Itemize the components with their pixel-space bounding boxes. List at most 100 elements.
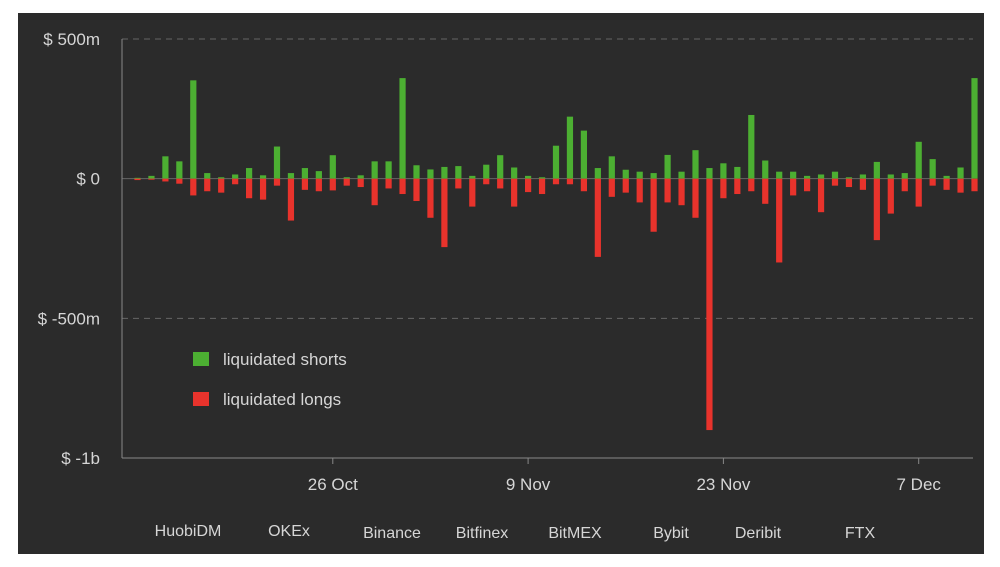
long-bar-8[interactable] — [246, 178, 253, 199]
long-bar-28[interactable] — [525, 178, 532, 193]
short-bar-27[interactable] — [511, 167, 518, 179]
short-bar-14[interactable] — [329, 155, 336, 179]
exchange-label-bitmex[interactable]: BitMEX — [548, 525, 602, 542]
short-bar-9[interactable] — [259, 175, 267, 179]
long-bar-34[interactable] — [608, 178, 615, 197]
long-bar-21[interactable] — [427, 178, 434, 218]
short-bar-12[interactable] — [301, 168, 308, 179]
long-bar-55[interactable] — [901, 178, 908, 192]
exchange-label-bitfinex[interactable]: Bitfinex — [456, 525, 508, 542]
long-bar-51[interactable] — [845, 178, 853, 188]
long-bar-0[interactable] — [134, 178, 141, 181]
long-bar-46[interactable] — [776, 178, 783, 263]
short-bar-26[interactable] — [497, 155, 504, 179]
short-bar-56[interactable] — [915, 141, 922, 179]
long-bar-32[interactable] — [580, 178, 587, 192]
long-bar-29[interactable] — [538, 178, 546, 195]
long-bar-33[interactable] — [594, 178, 601, 257]
short-bar-25[interactable] — [483, 164, 490, 179]
long-bar-49[interactable] — [817, 178, 825, 213]
short-bar-59[interactable] — [957, 167, 964, 179]
short-bar-46[interactable] — [776, 171, 783, 179]
long-bar-39[interactable] — [678, 178, 685, 206]
short-bar-58[interactable] — [943, 175, 950, 179]
long-bar-60[interactable] — [971, 178, 978, 192]
exchange-label-deribit[interactable]: Deribit — [735, 525, 782, 542]
long-bar-59[interactable] — [957, 178, 964, 193]
long-bar-48[interactable] — [804, 178, 811, 192]
legend-swatch-longs[interactable] — [193, 392, 209, 406]
long-bar-7[interactable] — [232, 178, 239, 185]
short-bar-5[interactable] — [204, 173, 211, 179]
short-bar-40[interactable] — [692, 150, 699, 179]
short-bar-11[interactable] — [287, 173, 295, 179]
long-bar-6[interactable] — [218, 178, 225, 193]
long-bar-31[interactable] — [566, 178, 574, 185]
short-bar-21[interactable] — [427, 169, 434, 179]
legend-label-shorts[interactable]: liquidated shorts — [223, 350, 347, 369]
long-bar-41[interactable] — [706, 178, 713, 431]
short-bar-31[interactable] — [566, 116, 574, 179]
long-bar-25[interactable] — [483, 178, 490, 185]
short-bar-22[interactable] — [441, 166, 448, 179]
long-bar-4[interactable] — [190, 178, 197, 196]
long-bar-19[interactable] — [399, 178, 406, 195]
long-bar-57[interactable] — [929, 178, 936, 186]
short-bar-7[interactable] — [232, 174, 239, 179]
long-bar-14[interactable] — [329, 178, 336, 191]
exchange-label-okex[interactable]: OKEx — [268, 523, 310, 540]
long-bar-16[interactable] — [357, 178, 364, 188]
long-bar-5[interactable] — [204, 178, 211, 192]
legend-swatch-shorts[interactable] — [193, 352, 209, 366]
short-bar-10[interactable] — [273, 146, 281, 179]
long-bar-27[interactable] — [511, 178, 518, 207]
long-bar-35[interactable] — [622, 178, 629, 193]
long-bar-22[interactable] — [441, 178, 448, 248]
short-bar-60[interactable] — [971, 78, 978, 179]
short-bar-35[interactable] — [622, 169, 629, 179]
short-bar-53[interactable] — [873, 161, 880, 179]
short-bar-32[interactable] — [580, 130, 587, 179]
short-bar-49[interactable] — [817, 174, 825, 179]
short-bar-44[interactable] — [748, 114, 755, 179]
long-bar-15[interactable] — [343, 178, 350, 186]
short-bar-55[interactable] — [901, 173, 908, 179]
short-bar-20[interactable] — [413, 165, 420, 179]
long-bar-50[interactable] — [831, 178, 839, 186]
short-bar-36[interactable] — [636, 171, 643, 179]
short-bar-15[interactable] — [343, 177, 350, 179]
exchange-label-bybit[interactable]: Bybit — [653, 525, 689, 542]
long-bar-56[interactable] — [915, 178, 922, 207]
short-bar-54[interactable] — [887, 174, 894, 179]
long-bar-13[interactable] — [315, 178, 322, 192]
exchange-label-binance[interactable]: Binance — [363, 525, 421, 542]
long-bar-53[interactable] — [873, 178, 880, 241]
short-bar-3[interactable] — [176, 161, 183, 179]
short-bar-24[interactable] — [469, 175, 476, 179]
short-bar-13[interactable] — [315, 171, 322, 179]
long-bar-47[interactable] — [790, 178, 797, 196]
short-bar-28[interactable] — [525, 175, 532, 179]
short-bar-48[interactable] — [804, 175, 811, 179]
long-bar-36[interactable] — [636, 178, 643, 203]
short-bar-1[interactable] — [148, 175, 155, 179]
long-bar-45[interactable] — [762, 178, 769, 204]
long-bar-54[interactable] — [887, 178, 894, 214]
long-bar-38[interactable] — [664, 178, 671, 203]
short-bar-18[interactable] — [385, 161, 392, 179]
short-bar-39[interactable] — [678, 171, 685, 179]
short-bar-17[interactable] — [371, 161, 378, 179]
long-bar-10[interactable] — [273, 178, 281, 186]
short-bar-16[interactable] — [357, 175, 364, 179]
long-bar-9[interactable] — [259, 178, 267, 200]
long-bar-43[interactable] — [734, 178, 741, 195]
short-bar-38[interactable] — [664, 154, 671, 179]
short-bar-8[interactable] — [246, 168, 253, 179]
legend-label-longs[interactable]: liquidated longs — [223, 390, 341, 409]
long-bar-58[interactable] — [943, 178, 950, 190]
short-bar-19[interactable] — [399, 78, 406, 179]
exchange-label-ftx[interactable]: FTX — [845, 525, 876, 542]
long-bar-17[interactable] — [371, 178, 378, 206]
short-bar-2[interactable] — [162, 156, 169, 179]
short-bar-6[interactable] — [218, 177, 225, 179]
